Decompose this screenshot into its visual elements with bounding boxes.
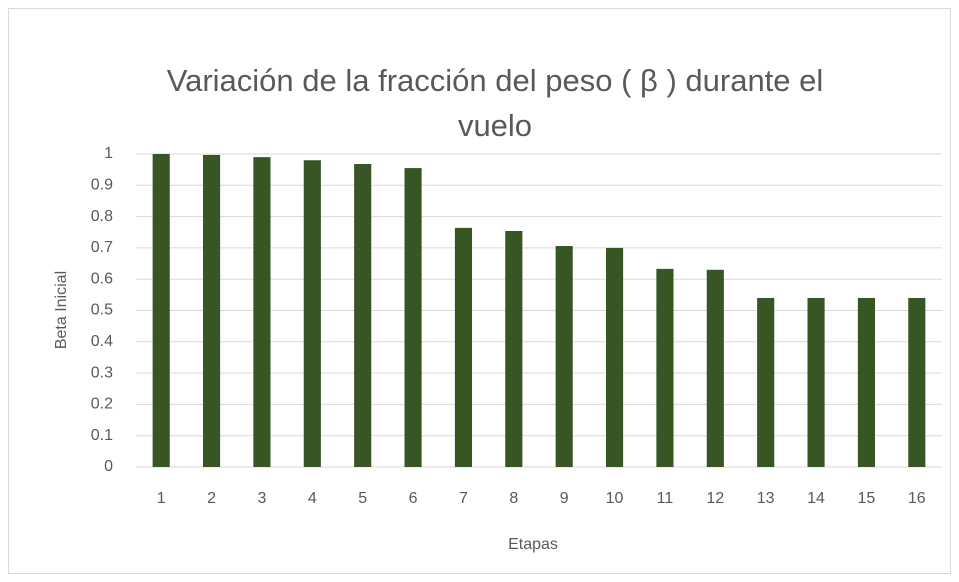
x-tick-label: 7 <box>459 490 468 507</box>
y-tick-label: 0.5 <box>91 302 113 319</box>
y-axis-label: Beta Inicial <box>53 271 70 349</box>
bar <box>505 230 523 467</box>
x-tick-label: 3 <box>257 490 266 507</box>
bar <box>404 168 422 467</box>
x-axis-label: Etapas <box>508 536 558 553</box>
bar <box>253 157 271 467</box>
bar <box>757 297 775 467</box>
bar <box>202 154 221 467</box>
x-tick-label: 14 <box>807 490 825 507</box>
x-tick-label: 9 <box>560 490 569 507</box>
x-tick-label: 8 <box>509 490 518 507</box>
bar <box>807 297 825 467</box>
bar <box>605 247 624 467</box>
x-tick-label: 2 <box>207 490 216 507</box>
bar <box>303 160 321 467</box>
y-tick-label: 0.2 <box>91 396 113 413</box>
x-tick-label: 5 <box>358 490 367 507</box>
x-tick-label: 10 <box>606 490 624 507</box>
y-tick-label: 0.8 <box>91 208 113 225</box>
x-tick-label: 16 <box>908 490 926 507</box>
bar <box>656 268 674 467</box>
y-tick-label: 0.1 <box>91 427 113 444</box>
bar <box>454 227 473 467</box>
y-tick-label: 0.6 <box>91 270 113 287</box>
x-tick-label: 15 <box>858 490 876 507</box>
y-tick-label: 1 <box>104 145 113 162</box>
y-tick-label: 0.7 <box>91 239 113 256</box>
bar <box>354 164 372 468</box>
x-tick-label: 4 <box>308 490 317 507</box>
bar <box>706 269 724 467</box>
y-tick-label: 0.3 <box>91 364 113 381</box>
bar <box>152 154 170 467</box>
y-tick-label: 0 <box>104 458 113 475</box>
bar <box>908 297 926 467</box>
x-tick-label: 6 <box>409 490 418 507</box>
x-tick-label: 12 <box>706 490 724 507</box>
y-tick-label: 0.9 <box>91 177 113 194</box>
x-tick-label: 11 <box>657 490 674 507</box>
y-tick-label: 0.4 <box>91 333 113 350</box>
x-tick-label: 1 <box>157 490 166 507</box>
x-tick-label: 13 <box>757 490 775 507</box>
chart-title: Variación de la fracción del peso ( β ) … <box>166 63 824 143</box>
bar <box>555 246 573 467</box>
bar <box>857 297 876 467</box>
